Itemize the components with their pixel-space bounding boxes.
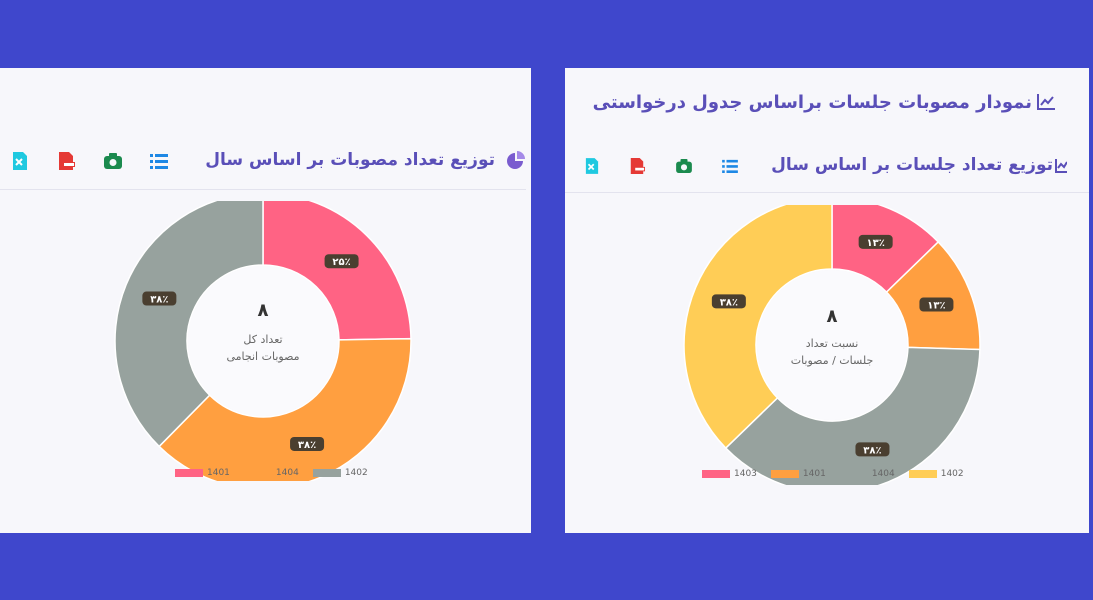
camera-icon[interactable] <box>103 151 123 171</box>
svg-text:۳۸٪: ۳۸٪ <box>298 440 316 451</box>
card-title-right: توزیع تعداد جلسات بر اساس سال <box>771 155 1053 175</box>
slice-value-label: ۱۳٪ <box>919 297 954 312</box>
pdf-icon[interactable] <box>56 151 76 171</box>
legend-label: 1404 <box>871 469 895 479</box>
donut-slice-1404[interactable] <box>724 346 981 485</box>
legend-item-1401[interactable]: 1401 <box>770 469 826 479</box>
header-divider <box>565 192 1089 193</box>
legend-item-1402[interactable]: 1402 <box>312 468 368 478</box>
center-value-right: ۸ <box>826 306 838 327</box>
card-title-left: توزیع تعداد مصوبات بر اساس سال <box>205 150 495 170</box>
svg-text:۱۳٪: ۱۳٪ <box>866 238 884 249</box>
excel-icon[interactable] <box>582 156 602 176</box>
legend-swatch <box>908 470 937 478</box>
slice-value-label: ۳۸٪ <box>290 436 325 451</box>
svg-text:۳۸٪: ۳۸٪ <box>863 445 881 456</box>
legend-swatch <box>839 470 868 478</box>
chart-pie-icon <box>505 151 525 173</box>
slice-value-label: ۱۳٪ <box>858 234 893 249</box>
svg-text:۳۸٪: ۳۸٪ <box>150 295 168 306</box>
excel-icon[interactable] <box>10 151 30 171</box>
legend-swatch <box>243 469 272 477</box>
donut-hole <box>757 270 907 420</box>
slice-value-label: ۳۸٪ <box>855 442 890 457</box>
donut-slice-1402[interactable] <box>683 205 833 450</box>
legend-swatch <box>312 469 341 477</box>
line-chart-icon-small <box>1055 158 1068 177</box>
legend-item-1402[interactable]: 1402 <box>908 469 964 479</box>
legend-item-1403[interactable]: 1403 <box>702 469 757 479</box>
legend-swatch <box>702 470 730 478</box>
legend-left: 1401 1404 1402 <box>175 468 368 478</box>
header-divider <box>0 189 526 190</box>
pdf-icon[interactable] <box>627 156 647 176</box>
donut-hole <box>188 266 338 416</box>
center-value-left: ۸ <box>257 300 269 321</box>
center-caption-left-1: تعداد کل <box>243 333 283 346</box>
legend-swatch <box>770 470 799 478</box>
legend-right: 1403 1401 1404 1402 <box>702 469 964 479</box>
svg-text:۲۵٪: ۲۵٪ <box>332 257 350 268</box>
list-icon[interactable] <box>720 156 740 176</box>
slice-value-label: ۳۸٪ <box>142 291 177 306</box>
center-caption-left-2: مصوبات انجامی <box>226 350 300 363</box>
donut-slice-1402[interactable] <box>114 201 264 448</box>
legend-item-1404[interactable]: 1404 <box>243 468 299 478</box>
donut-slice-1404[interactable] <box>158 337 412 481</box>
camera-icon[interactable] <box>674 156 694 176</box>
center-caption-right-2: جلسات / مصوبات <box>790 354 874 367</box>
legend-label: 1402 <box>344 468 368 478</box>
chart-panel-right: نمودار مصوبات جلسات براساس جدول درخواستی… <box>565 68 1089 533</box>
list-icon[interactable] <box>149 151 169 171</box>
slice-value-label: ۲۵٪ <box>324 254 359 269</box>
svg-text:۱۳٪: ۱۳٪ <box>927 301 945 312</box>
donut-slice-1401[interactable] <box>262 201 412 341</box>
legend-label: 1401 <box>802 469 826 479</box>
donut-chart-right: ۱۳٪ ۱۳٪ ۳۸٪ ۳۸٪ <box>683 205 981 485</box>
slice-value-label: ۳۸٪ <box>711 294 746 309</box>
svg-text:۳۸٪: ۳۸٪ <box>720 297 738 308</box>
center-caption-right-1: نسبت تعداد <box>805 337 859 350</box>
line-chart-icon <box>1037 94 1055 114</box>
legend-item-1401[interactable]: 1401 <box>175 468 230 478</box>
legend-label: 1404 <box>275 468 299 478</box>
legend-label: 1403 <box>734 469 757 479</box>
legend-item-1404[interactable]: 1404 <box>839 469 895 479</box>
section-title: نمودار مصوبات جلسات براساس جدول درخواستی <box>592 92 1032 113</box>
legend-label: 1402 <box>940 469 964 479</box>
chart-panel-left: توزیع تعداد مصوبات بر اساس سال ۲۵٪ ۳۸٪ ۳۸٪… <box>0 68 531 533</box>
legend-swatch <box>175 469 203 477</box>
legend-label: 1401 <box>207 468 230 478</box>
donut-chart-left: ۲۵٪ ۳۸٪ ۳۸٪ <box>114 201 412 481</box>
